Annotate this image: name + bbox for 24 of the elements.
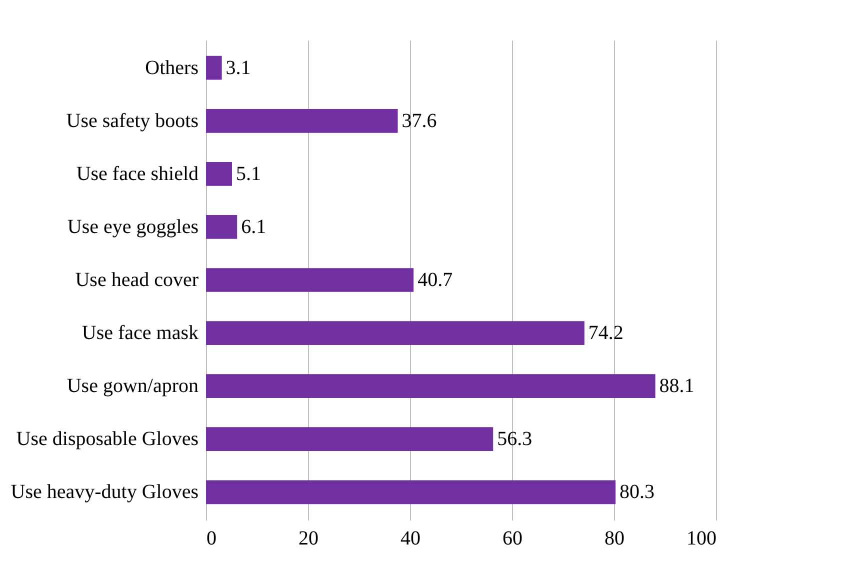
data-label: 40.7: [418, 269, 453, 291]
y-tick-label: Use face mask: [82, 322, 198, 344]
y-tick-label: Others: [145, 56, 199, 79]
data-label: 56.3: [497, 428, 532, 450]
y-tick-label: Use safety boots: [66, 110, 199, 132]
data-label: 80.3: [620, 481, 655, 504]
x-tick-label: 20: [298, 528, 318, 550]
data-label: 88.1: [659, 375, 694, 398]
data-label: 74.2: [588, 322, 624, 344]
y-tick-label: Use disposable Gloves: [16, 428, 199, 450]
y-tick-label: Use heavy-duty Gloves: [10, 481, 199, 504]
data-label: 3.1: [226, 56, 251, 79]
x-tick-label: 80: [604, 528, 624, 550]
data-label: 5.1: [236, 162, 262, 185]
y-tick-label: Use eye goggles: [67, 216, 199, 238]
data-label: 37.6: [402, 110, 437, 132]
data-label: 6.1: [241, 216, 266, 238]
x-tick-label: 40: [400, 528, 420, 550]
x-tick-label: 0: [206, 528, 216, 550]
y-tick-label: Use gown/apron: [66, 375, 198, 398]
x-tick-label: 100: [686, 528, 716, 550]
y-tick-label: Use face shield: [76, 162, 198, 185]
y-tick-label: Use head cover: [75, 269, 199, 291]
x-tick-label: 60: [502, 528, 522, 550]
